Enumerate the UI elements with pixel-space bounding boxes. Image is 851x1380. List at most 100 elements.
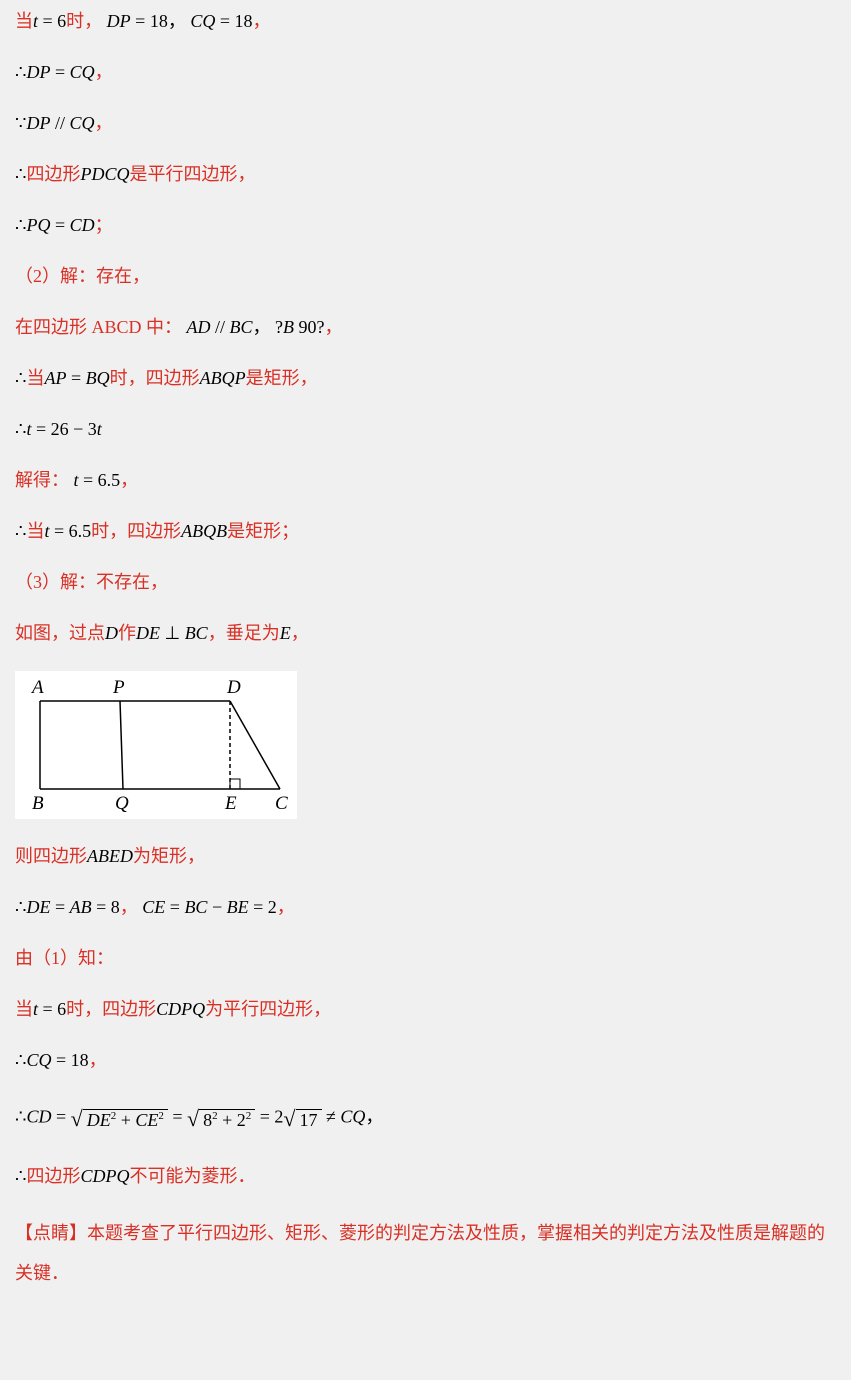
text-red: 当 (26, 521, 44, 541)
math-var: CQ (69, 113, 94, 133)
math-var: CQ (70, 62, 95, 82)
math-var: CQ (340, 1107, 365, 1127)
math-var: DP (107, 11, 131, 31)
math-var: t (97, 419, 102, 439)
text-red: 在四边形 (15, 317, 87, 337)
math-expr: = (165, 897, 184, 917)
label-B: B (32, 793, 44, 814)
solution-line: ∵DP // CQ， (15, 110, 836, 137)
math-var: CE (142, 897, 165, 917)
text-red: ， (94, 113, 112, 133)
symbol: ∴ (15, 62, 26, 82)
math-var: AB (70, 897, 92, 917)
math-var: CDPQ (156, 999, 205, 1019)
text-red: 时，四边形 (66, 999, 156, 1019)
text-red: ； (95, 215, 113, 235)
math-var: CQ (190, 11, 215, 31)
text-red: 当 (26, 368, 44, 388)
solution-line: ∴CD = √DE2 + CE2 = √82 + 22 = 2√17 ≠ CQ， (15, 1102, 836, 1135)
text-red: 当 (15, 11, 33, 31)
math-expr: = 18 (215, 11, 252, 31)
math-var: B (283, 317, 294, 337)
text-red: 则四边形 (15, 846, 87, 866)
math-var: BC (230, 317, 253, 337)
sqrt: √17 (283, 1102, 321, 1135)
math-var: ABQB (181, 521, 227, 541)
text-red: 是矩形， (246, 368, 318, 388)
solution-line: ∴四边形CDPQ不可能为菱形． (15, 1163, 836, 1190)
right-angle-marker (230, 779, 240, 789)
text-red: 是矩形； (227, 521, 299, 541)
text-red: 四边形 (26, 164, 80, 184)
math-var: DP (26, 62, 50, 82)
text-red: 解得： (15, 470, 69, 490)
math-var: PDCQ (80, 164, 129, 184)
solution-line: 在四边形 ABCD 中： AD // BC， ?B 90?， (15, 314, 836, 341)
math-expr: = 26 − 3 (31, 419, 96, 439)
text-red: ， (95, 62, 113, 82)
solution-line: 如图，过点D作DE ⊥ BC，垂足为E， (15, 620, 836, 647)
solution-line: （3）解：不存在， (15, 569, 836, 596)
text-red: 中： (146, 317, 182, 337)
text-red: ABCD (87, 317, 146, 337)
math-expr: = 8 (92, 897, 120, 917)
text-red: 四边形 (26, 1166, 80, 1186)
text-red: 如图，过点 (15, 623, 105, 643)
solution-line: 解得： t = 6.5， (15, 467, 836, 494)
math-expr: ≠ (322, 1107, 341, 1127)
math-var: CDPQ (80, 1166, 129, 1186)
line-DC (230, 701, 280, 789)
symbol: ∴ (15, 368, 26, 388)
math-var: DE (26, 897, 50, 917)
math-expr: = 2 (249, 897, 277, 917)
math-var: BE (227, 897, 249, 917)
math-expr: = (50, 897, 69, 917)
solution-line: 当t = 6时，四边形CDPQ为平行四边形， (15, 996, 836, 1023)
text-red: ， (325, 317, 343, 337)
math-var: BC (184, 897, 207, 917)
text-red: ，垂足为 (208, 623, 280, 643)
label-C: C (275, 793, 288, 814)
solution-tip: 【点睛】本题考查了平行四边形、矩形、菱形的判定方法及性质，掌握相关的判定方法及性… (15, 1214, 836, 1293)
math-var: DP (26, 113, 50, 133)
label-D: D (226, 677, 241, 698)
math-var: AP (44, 368, 66, 388)
math-expr: = (66, 368, 85, 388)
solution-line: ∴PQ = CD； (15, 212, 836, 239)
math-var: D (105, 623, 118, 643)
math-var: E (280, 623, 291, 643)
text-red: 不可能为菱形． (129, 1166, 255, 1186)
math-expr: // (50, 113, 69, 133)
math-var: CQ (26, 1050, 51, 1070)
text-red: 当 (15, 999, 33, 1019)
solution-line: ∴t = 26 − 3t (15, 416, 836, 443)
text: ， (365, 1107, 383, 1127)
solution-line: ∴DE = AB = 8， CE = BC − BE = 2， (15, 894, 836, 921)
math-expr: = 2 (255, 1107, 283, 1127)
solution-line: ∴四边形PDCQ是平行四边形， (15, 161, 836, 188)
math-var: AD (187, 317, 211, 337)
math-expr: = 6 (38, 11, 66, 31)
label-E: E (224, 793, 237, 814)
symbol: ∴ (15, 897, 26, 917)
label-Q: Q (115, 793, 129, 814)
math-var: ABED (87, 846, 133, 866)
text-red: 作 (118, 623, 136, 643)
symbol: ∵ (15, 113, 26, 133)
sqrt: √DE2 + CE2 (71, 1102, 168, 1135)
symbol: ∴ (15, 419, 26, 439)
symbol: ∴ (15, 1050, 26, 1070)
text-red: 为平行四边形， (205, 999, 331, 1019)
solution-line: 则四边形ABED为矩形， (15, 843, 836, 870)
math-var: ABQP (200, 368, 246, 388)
math-expr: = 6.5 (79, 470, 121, 490)
solution-line: ∴当AP = BQ时，四边形ABQP是矩形， (15, 365, 836, 392)
text: ， (168, 11, 186, 31)
solution-line: 由（1）知： (15, 945, 836, 972)
math-expr: // (211, 317, 230, 337)
text-red: 时，四边形 (91, 521, 181, 541)
text-red: 时， (66, 11, 102, 31)
sqrt: √82 + 22 (187, 1102, 255, 1135)
solution-line: （2）解：存在， (15, 263, 836, 290)
solution-line: ∴当t = 6.5时，四边形ABQB是矩形； (15, 518, 836, 545)
